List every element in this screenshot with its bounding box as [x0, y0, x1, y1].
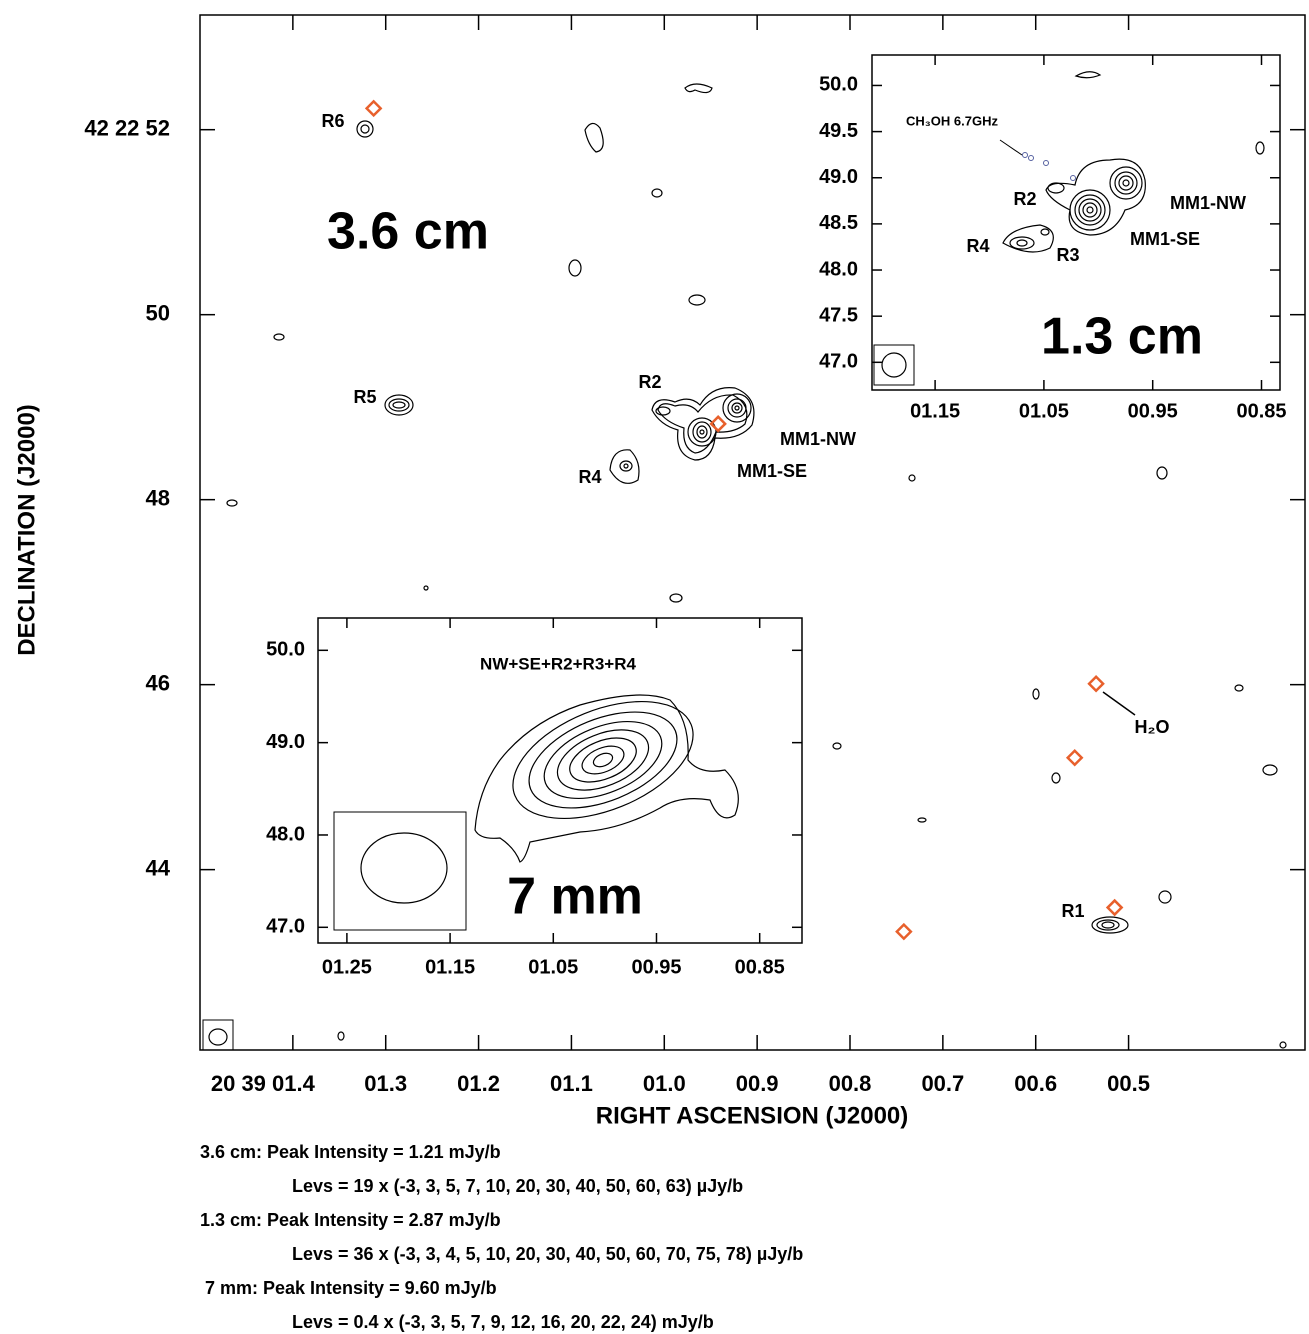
- y-tick-label: 47.0: [819, 351, 858, 373]
- x-tick-label: 01.05: [1019, 400, 1069, 422]
- y-tick-label: 47.0: [266, 916, 305, 938]
- panel-title: 7 mm: [507, 868, 643, 926]
- beam-box: [873, 344, 915, 386]
- y-tick-label: 47.5: [819, 304, 858, 326]
- annotation: H₂O: [1135, 717, 1170, 737]
- y-tick-label: 42 22 52: [84, 116, 170, 141]
- annotation: R1: [1061, 901, 1084, 921]
- x-tick-label: 01.2: [457, 1071, 500, 1096]
- leader-line: [999, 139, 1023, 156]
- leader-line: [1102, 691, 1136, 716]
- contours: [474, 694, 739, 863]
- y-axis-label: DECLINATION (J2000): [13, 404, 40, 656]
- y-tick-label: 48.0: [266, 823, 305, 845]
- source-marker: [709, 415, 727, 433]
- panel-subtitle: NW+SE+R2+R3+R4: [480, 654, 636, 673]
- inset-frame: [871, 54, 1281, 391]
- y-tick-label: 50.0: [266, 639, 305, 661]
- contours: [1002, 71, 1265, 253]
- annotation: MM1-NW: [1170, 193, 1246, 213]
- source-marker: [895, 922, 913, 941]
- x-tick-label: 00.5: [1107, 1071, 1150, 1096]
- y-tick-label: 48.0: [819, 258, 858, 280]
- x-tick-label: 00.85: [735, 956, 785, 978]
- annotation: R2: [638, 372, 661, 392]
- annotation: R6: [321, 111, 344, 131]
- y-tick-label: 49.0: [819, 166, 858, 188]
- y-tick-label: 48: [146, 485, 170, 510]
- x-tick-label: 00.6: [1014, 1071, 1057, 1096]
- annotation: MM1-SE: [737, 461, 807, 481]
- annotation: R4: [966, 236, 989, 256]
- source-marker: [1105, 898, 1124, 917]
- footnote: 7 mm: Peak Intensity = 9.60 mJy/b: [205, 1278, 497, 1298]
- beam-box: [333, 811, 467, 931]
- footnote: 3.6 cm: Peak Intensity = 1.21 mJy/b: [200, 1142, 501, 1162]
- x-tick-label: 00.9: [736, 1071, 779, 1096]
- y-tick-label: 50: [146, 300, 170, 325]
- x-tick-label: 00.95: [1128, 400, 1178, 422]
- x-tick-label: 01.1: [550, 1071, 593, 1096]
- x-tick-label: 00.95: [631, 956, 681, 978]
- source-marker: [1065, 748, 1084, 767]
- beam: [360, 832, 448, 904]
- x-tick-label: 01.25: [322, 956, 372, 978]
- inset-7mm: 01.25 01.15 01.05 00.95 00.85 47.0 48.0 49.0 50.…: [266, 617, 803, 978]
- annotation: MM1-NW: [780, 429, 856, 449]
- contours: [226, 83, 1287, 1049]
- beam: [208, 1028, 228, 1046]
- footnote: Levs = 0.4 x (-3, 3, 5, 7, 9, 12, 16, 20…: [292, 1312, 714, 1332]
- x-tick-label: 01.15: [425, 956, 475, 978]
- panel-title: 1.3 cm: [1041, 308, 1203, 366]
- footnotes: 3.6 cm: Peak Intensity = 1.21 mJy/b Levs …: [200, 1142, 803, 1332]
- annotation: CH₃OH 6.7GHz: [906, 113, 998, 128]
- source-marker: [1087, 674, 1105, 693]
- x-axis-label: RIGHT ASCENSION (J2000): [596, 1102, 909, 1129]
- annotation: R5: [353, 387, 376, 407]
- footnote: 1.3 cm: Peak Intensity = 2.87 mJy/b: [200, 1210, 501, 1230]
- beam: [881, 352, 907, 378]
- x-tick-label: 00.7: [921, 1071, 964, 1096]
- y-tick-label: 50.0: [819, 74, 858, 96]
- annotation: MM1-SE: [1130, 229, 1200, 249]
- inset-1-3cm: 01.15 01.05 00.95 00.85 47.0 47.5 48.0 48.5 49.0…: [819, 54, 1287, 422]
- y-tick-label: 44: [146, 855, 171, 880]
- x-tick-label: 01.0: [643, 1071, 686, 1096]
- beam-box: [202, 1019, 234, 1051]
- panel-title: 3.6 cm: [327, 203, 489, 261]
- y-tick-label: 49.0: [266, 731, 305, 753]
- y-tick-label: 46: [146, 670, 170, 695]
- annotation: R3: [1056, 245, 1079, 265]
- x-tick-label: 01.3: [364, 1071, 407, 1096]
- x-tick-label: 00.85: [1236, 400, 1286, 422]
- x-tick-label: 01.05: [528, 956, 578, 978]
- footnote: Levs = 19 x (-3, 3, 5, 7, 10, 20, 30, 40…: [292, 1176, 743, 1196]
- annotation: R4: [578, 467, 601, 487]
- x-tick-label: 20 39 01.4: [211, 1071, 316, 1096]
- y-tick-label: 48.5: [819, 212, 858, 234]
- annotation: R2: [1013, 189, 1036, 209]
- x-tick-label: 01.15: [910, 400, 960, 422]
- footnote: Levs = 36 x (-3, 3, 4, 5, 10, 20, 30, 40…: [292, 1244, 803, 1264]
- x-tick-label: 00.8: [829, 1071, 872, 1096]
- y-tick-label: 49.5: [819, 120, 858, 142]
- source-marker: [364, 99, 383, 118]
